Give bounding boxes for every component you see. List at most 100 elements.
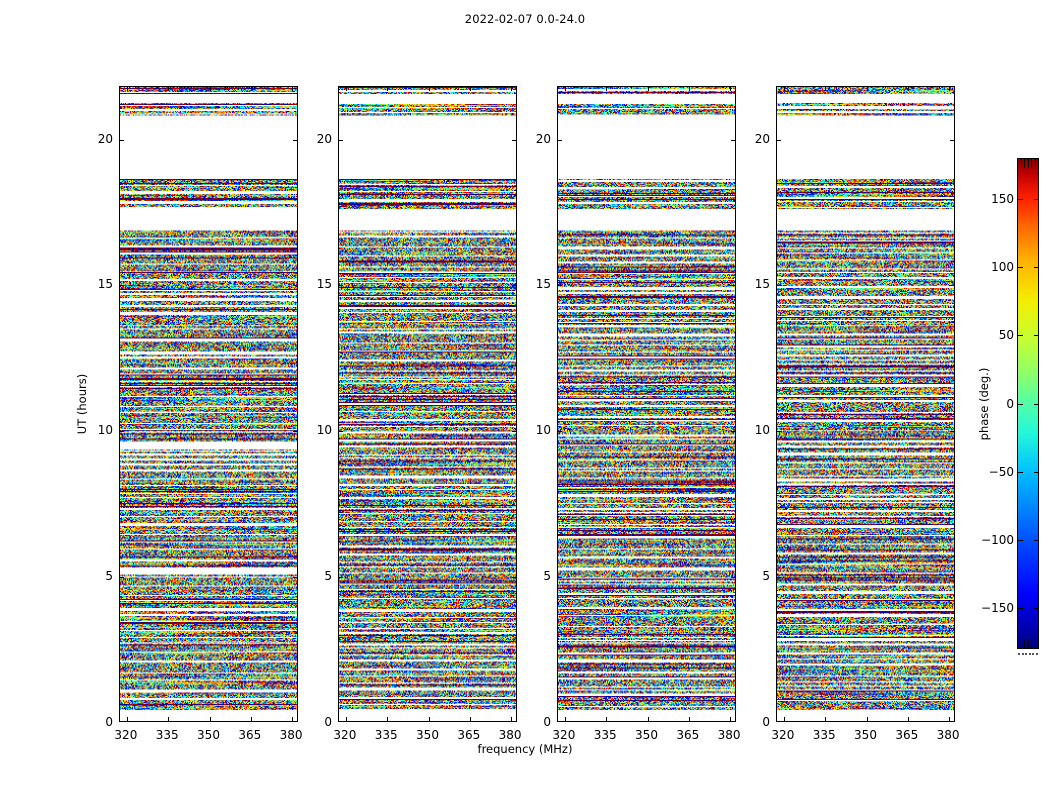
plot-panel-xy[interactable]: XY, V5*V9=EA06*EA02 <box>557 86 736 722</box>
y-tick-mark <box>339 577 343 579</box>
x-tick-mark <box>866 717 868 721</box>
x-tick-mark-top <box>387 87 389 91</box>
colorbar-tick-mark-inner <box>1018 198 1023 200</box>
y-tick-mark <box>120 285 124 287</box>
x-tick-mark-top <box>866 87 868 91</box>
y-tick-mark <box>120 139 124 141</box>
y-tick-label: 0 <box>762 715 770 729</box>
x-tick-mark-top <box>783 87 785 91</box>
heatmap-image-xy <box>558 87 735 721</box>
y-tick-mark-right <box>950 431 954 433</box>
x-tick-label: 350 <box>416 728 439 742</box>
colorbar-tick-mark <box>1034 539 1039 541</box>
x-tick-mark <box>606 717 608 721</box>
y-tick-mark <box>777 431 781 433</box>
x-tick-mark-top <box>469 87 471 91</box>
heatmap-image-xx <box>120 87 297 721</box>
x-tick-label: 335 <box>593 728 617 742</box>
x-tick-label: 365 <box>676 728 700 742</box>
x-tick-mark-top <box>564 87 566 91</box>
colorbar-underflow-dots <box>1018 652 1038 656</box>
plot-panel-yy[interactable]: YY, V5*V9=EA06*EA02 <box>338 86 517 722</box>
plot-panel-xx[interactable]: XX, V5*V9=EA06*EA02 <box>119 86 298 722</box>
colorbar-tick-label: −50 <box>988 464 1014 479</box>
x-tick-label: 380 <box>717 728 741 742</box>
y-tick-label: 0 <box>105 715 113 729</box>
figure-suptitle: 2022-02-07 0.0-24.0 <box>464 12 586 26</box>
y-tick-mark-right <box>950 577 954 579</box>
y-tick-mark <box>558 285 562 287</box>
y-tick-mark <box>339 139 343 141</box>
y-tick-mark-right <box>731 577 735 579</box>
x-tick-label: 320 <box>333 728 357 742</box>
x-tick-mark-top <box>688 87 690 91</box>
x-tick-mark <box>907 717 909 721</box>
y-tick-mark <box>558 139 562 141</box>
y-tick-mark-right <box>293 577 297 579</box>
plot-panel-yx[interactable]: YX, V5*V9=EA06*EA02 <box>776 86 955 722</box>
x-tick-label: 320 <box>552 728 576 742</box>
x-axis-label: frequency (MHz) <box>477 742 573 756</box>
x-tick-mark-top <box>647 87 649 91</box>
colorbar-under-range-cap <box>1018 639 1038 648</box>
x-tick-mark <box>949 717 951 721</box>
y-tick-label: 20 <box>97 131 113 146</box>
x-tick-label: 365 <box>238 728 262 742</box>
y-tick-label: 5 <box>324 569 332 584</box>
y-tick-mark-right <box>293 285 297 287</box>
x-tick-label: 320 <box>114 728 138 742</box>
y-tick-mark-right <box>512 431 516 433</box>
x-tick-mark <box>345 717 347 721</box>
x-tick-mark-top <box>825 87 827 91</box>
x-tick-mark <box>688 717 690 721</box>
y-tick-mark-right <box>950 285 954 287</box>
x-tick-label: 380 <box>936 728 960 742</box>
y-tick-label: 20 <box>754 131 770 146</box>
x-tick-mark-top <box>168 87 170 91</box>
x-tick-mark-top <box>428 87 430 91</box>
y-tick-label: 10 <box>97 423 113 438</box>
y-tick-mark-right <box>731 139 735 141</box>
y-tick-label: 15 <box>316 277 332 292</box>
colorbar-tick-label: 0 <box>1006 396 1014 411</box>
x-tick-mark-top <box>949 87 951 91</box>
y-tick-label: 10 <box>535 423 551 438</box>
x-tick-label: 350 <box>635 728 658 742</box>
y-tick-mark <box>777 285 781 287</box>
x-tick-mark <box>428 717 430 721</box>
y-tick-mark-right <box>731 285 735 287</box>
colorbar-tick-mark <box>1034 335 1039 337</box>
colorbar-tick-mark <box>1034 267 1039 269</box>
colorbar-over-range-cap <box>1018 159 1038 168</box>
y-tick-mark-right <box>950 139 954 141</box>
colorbar-tick-mark <box>1034 471 1039 473</box>
colorbar-tick-mark-inner <box>1018 471 1023 473</box>
y-tick-label: 0 <box>324 715 332 729</box>
x-tick-mark <box>209 717 211 721</box>
y-tick-mark <box>120 577 124 579</box>
colorbar-tick-label: −100 <box>981 532 1014 547</box>
y-tick-mark <box>777 139 781 141</box>
y-tick-label: 5 <box>105 569 113 584</box>
x-tick-mark <box>387 717 389 721</box>
y-tick-label: 15 <box>754 277 770 292</box>
y-tick-label: 5 <box>543 569 551 584</box>
x-tick-label: 335 <box>812 728 836 742</box>
y-tick-label: 20 <box>535 131 551 146</box>
y-tick-mark-right <box>512 285 516 287</box>
heatmap-image-yy <box>339 87 516 721</box>
x-tick-label: 320 <box>771 728 795 742</box>
y-tick-label: 20 <box>316 131 332 146</box>
x-tick-mark-top <box>292 87 294 91</box>
x-tick-label: 335 <box>374 728 398 742</box>
x-tick-mark <box>292 717 294 721</box>
x-tick-mark-top <box>511 87 513 91</box>
y-tick-mark-right <box>512 577 516 579</box>
colorbar-tick-label: −150 <box>981 601 1014 616</box>
y-tick-label: 15 <box>97 277 113 292</box>
x-tick-mark-top <box>907 87 909 91</box>
x-tick-label: 380 <box>279 728 303 742</box>
colorbar-tick-mark-inner <box>1018 403 1023 405</box>
colorbar-tick-label: 150 <box>991 191 1014 206</box>
